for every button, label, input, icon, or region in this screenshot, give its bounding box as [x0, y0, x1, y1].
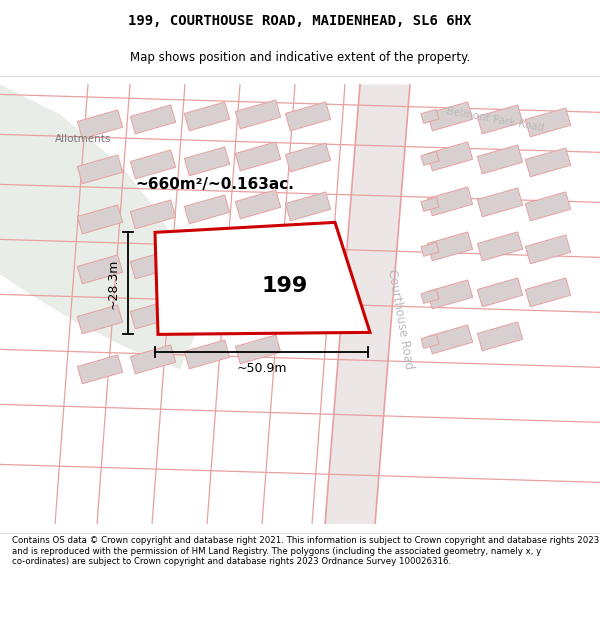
- Polygon shape: [235, 287, 281, 316]
- Polygon shape: [478, 105, 523, 134]
- Polygon shape: [427, 187, 473, 216]
- Polygon shape: [526, 148, 571, 177]
- Polygon shape: [286, 240, 331, 269]
- Polygon shape: [526, 278, 571, 307]
- Polygon shape: [235, 335, 281, 364]
- Polygon shape: [421, 198, 439, 211]
- Polygon shape: [286, 102, 331, 131]
- Polygon shape: [427, 102, 473, 131]
- Polygon shape: [235, 190, 281, 219]
- Polygon shape: [478, 232, 523, 261]
- Polygon shape: [421, 151, 439, 166]
- Text: Map shows position and indicative extent of the property.: Map shows position and indicative extent…: [130, 51, 470, 64]
- Polygon shape: [184, 245, 230, 274]
- Polygon shape: [130, 150, 176, 179]
- Polygon shape: [184, 195, 230, 224]
- Polygon shape: [235, 238, 281, 267]
- Polygon shape: [526, 235, 571, 264]
- Polygon shape: [421, 289, 439, 303]
- Polygon shape: [478, 322, 523, 351]
- Polygon shape: [184, 340, 230, 369]
- Text: 199, COURTHOUSE ROAD, MAIDENHEAD, SL6 6HX: 199, COURTHOUSE ROAD, MAIDENHEAD, SL6 6H…: [128, 14, 472, 28]
- Polygon shape: [184, 102, 230, 131]
- Polygon shape: [478, 188, 523, 217]
- Polygon shape: [77, 205, 122, 234]
- Polygon shape: [77, 155, 122, 184]
- Polygon shape: [286, 143, 331, 172]
- Polygon shape: [130, 345, 176, 374]
- Polygon shape: [235, 142, 281, 171]
- Polygon shape: [130, 200, 176, 229]
- Polygon shape: [526, 108, 571, 137]
- Polygon shape: [130, 105, 176, 134]
- Text: Courthouse Road: Courthouse Road: [385, 268, 415, 371]
- Polygon shape: [427, 325, 473, 354]
- Polygon shape: [130, 300, 176, 329]
- Polygon shape: [130, 250, 176, 279]
- Polygon shape: [421, 334, 439, 348]
- Polygon shape: [478, 145, 523, 174]
- Polygon shape: [184, 147, 230, 176]
- Polygon shape: [427, 280, 473, 309]
- Polygon shape: [421, 242, 439, 256]
- Polygon shape: [427, 142, 473, 171]
- Text: Allotments: Allotments: [55, 134, 112, 144]
- Polygon shape: [184, 292, 230, 321]
- Text: Belmont Park Road: Belmont Park Road: [445, 106, 545, 133]
- Text: 199: 199: [262, 276, 308, 296]
- Text: Contains OS data © Crown copyright and database right 2021. This information is : Contains OS data © Crown copyright and d…: [12, 536, 599, 566]
- Text: ~28.3m: ~28.3m: [107, 258, 120, 309]
- Polygon shape: [77, 255, 122, 284]
- Polygon shape: [286, 192, 331, 221]
- Polygon shape: [526, 192, 571, 221]
- Text: ~50.9m: ~50.9m: [236, 362, 287, 376]
- Polygon shape: [155, 222, 370, 334]
- Polygon shape: [77, 305, 122, 334]
- Polygon shape: [77, 110, 122, 139]
- Polygon shape: [0, 84, 200, 369]
- Polygon shape: [421, 109, 439, 123]
- Polygon shape: [77, 355, 122, 384]
- Text: ~660m²/~0.163ac.: ~660m²/~0.163ac.: [136, 177, 295, 192]
- Polygon shape: [427, 232, 473, 261]
- Polygon shape: [478, 278, 523, 307]
- Polygon shape: [325, 84, 410, 524]
- Polygon shape: [235, 100, 281, 129]
